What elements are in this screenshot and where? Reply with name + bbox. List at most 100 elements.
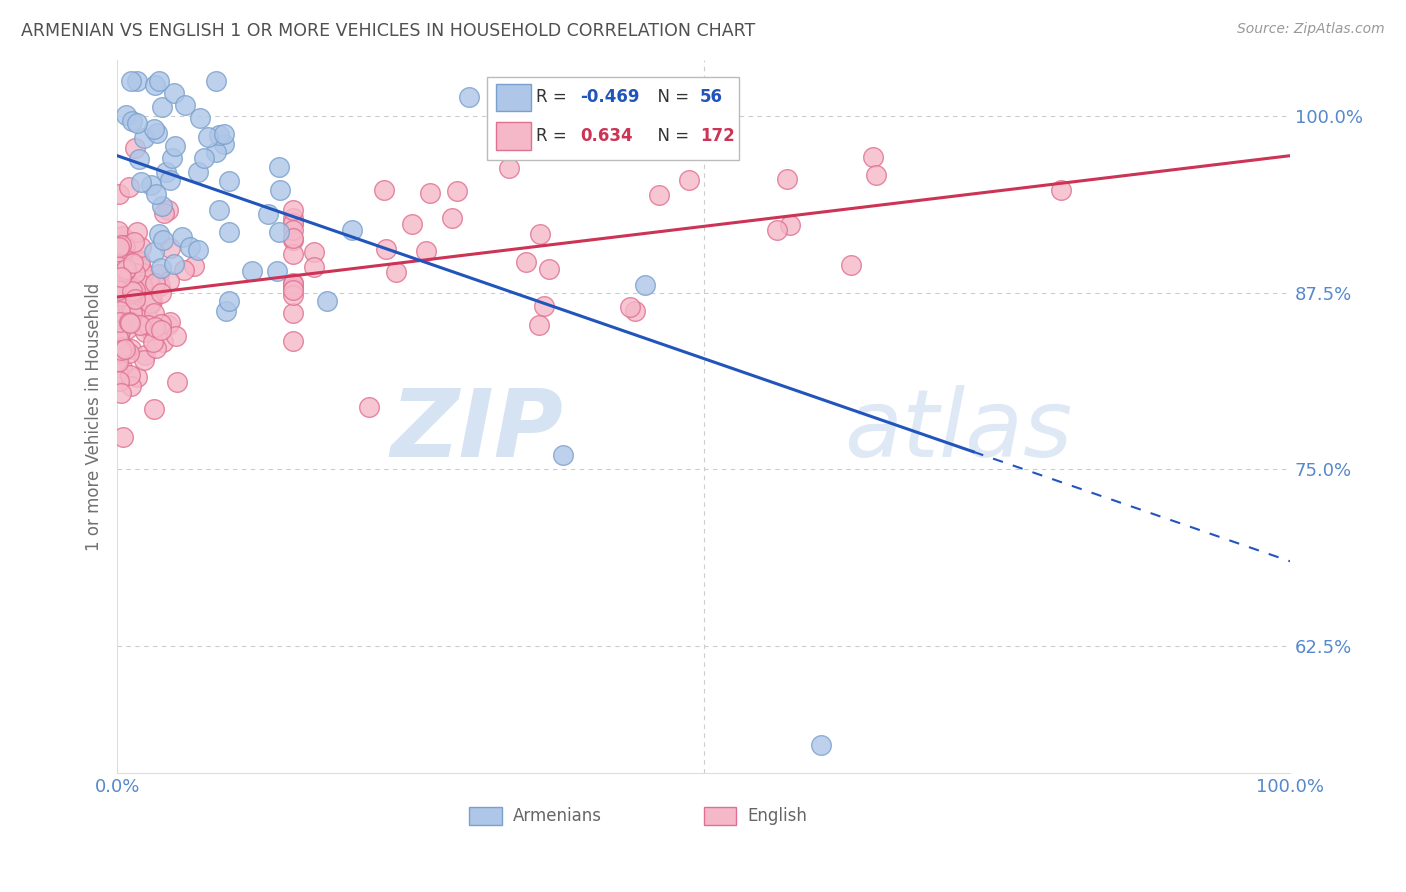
Point [129,286,152,301]
Point [121,284,143,298]
Point [810,738,832,752]
Point [120,74,142,88]
Text: 0.634: 0.634 [581,127,633,145]
Point [159,241,181,255]
Point [124,292,146,306]
Point [446,184,468,198]
Point [152,334,174,349]
Point [160,151,183,165]
Point [152,100,174,114]
Point [145,186,167,201]
Point [134,325,156,339]
Text: ZIP: ZIP [389,384,562,476]
Point [174,98,197,112]
Point [125,370,148,384]
Point [139,290,162,304]
Point [118,315,141,329]
Point [115,296,138,310]
Point [128,305,150,319]
Point [304,260,326,274]
Point [281,203,304,218]
Point [135,310,157,324]
Point [529,318,551,332]
Point [153,206,176,220]
Point [207,128,229,143]
Point [142,334,165,349]
Point [120,316,142,330]
Bar [703,807,737,825]
Point [114,266,136,280]
Point [128,300,150,314]
Point [159,315,181,329]
Point [120,342,142,356]
Point [107,283,129,297]
Point [142,244,165,259]
Point [384,265,406,279]
Point [131,270,153,285]
Point [110,306,132,320]
Point [111,266,134,280]
Point [120,301,142,315]
Point [212,136,235,151]
Point [110,345,132,359]
Point [117,300,139,314]
Point [157,203,180,218]
Point [107,255,129,269]
Point [157,274,180,288]
Bar [496,84,531,111]
Point [281,216,304,230]
Point [149,317,172,331]
Point [141,178,163,192]
Point [340,223,363,237]
Point [765,223,787,237]
Point [121,306,143,320]
Point [208,202,231,217]
Point [634,277,657,292]
Point [110,238,132,252]
Point [129,240,152,254]
Point [281,281,304,295]
Point [108,315,131,329]
Point [359,400,381,414]
Point [498,161,520,175]
Point [143,78,166,92]
Y-axis label: 1 or more Vehicles in Household: 1 or more Vehicles in Household [86,282,103,550]
Point [419,186,441,201]
Point [128,253,150,268]
Text: English: English [747,807,807,825]
Point [142,277,165,292]
Point [115,251,138,265]
Point [281,305,304,319]
Point [114,241,136,255]
Point [188,111,211,125]
Point [112,238,135,252]
Point [458,90,481,104]
Point [143,306,166,320]
Point [131,278,153,293]
Point [115,108,138,122]
Point [173,263,195,277]
Text: -0.469: -0.469 [581,88,640,106]
Point [122,281,145,295]
Point [114,301,136,316]
Point [240,264,263,278]
Text: ARMENIAN VS ENGLISH 1 OR MORE VEHICLES IN HOUSEHOLD CORRELATION CHART: ARMENIAN VS ENGLISH 1 OR MORE VEHICLES I… [21,22,755,40]
Point [165,328,187,343]
Point [143,276,166,290]
Text: Source: ZipAtlas.com: Source: ZipAtlas.com [1237,22,1385,37]
Point [179,240,201,254]
Point [112,430,135,444]
Point [105,258,128,272]
Point [111,264,134,278]
Point [122,235,145,249]
Point [107,252,129,266]
Point [105,354,128,368]
Point [157,318,180,332]
Point [150,285,173,300]
Point [776,172,799,186]
Point [150,199,173,213]
Point [163,138,186,153]
Point [619,300,641,314]
Point [127,225,149,239]
Point [127,116,149,130]
